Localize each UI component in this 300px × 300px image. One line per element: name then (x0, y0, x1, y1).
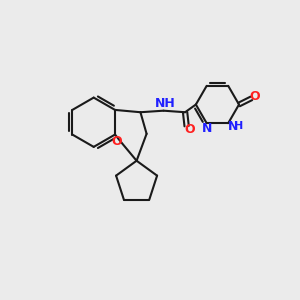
Text: N: N (228, 120, 238, 133)
Text: H: H (234, 121, 244, 131)
Text: O: O (250, 90, 260, 103)
Text: O: O (111, 135, 122, 148)
Text: NH: NH (155, 97, 176, 110)
Text: N: N (202, 122, 212, 135)
Text: O: O (184, 123, 195, 136)
